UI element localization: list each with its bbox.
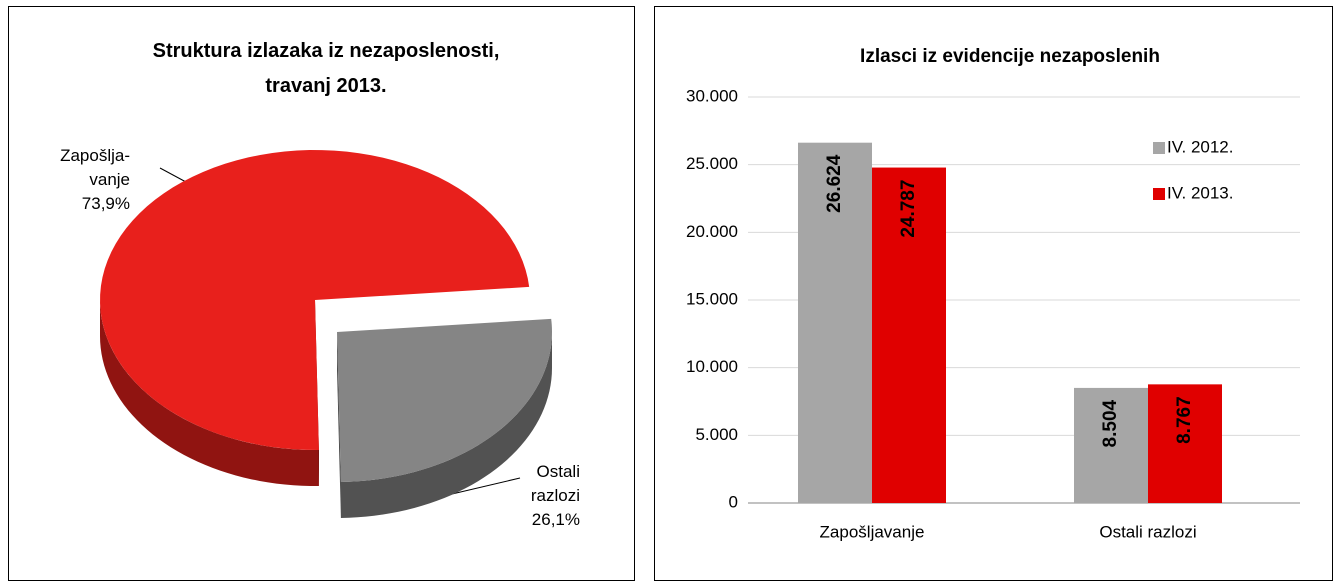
leader-line [451,477,521,495]
pie-slice [100,150,530,450]
y-tick-label: 25.000 [686,154,738,173]
bar-value-label: 8.504 [1100,399,1121,447]
bar-value-label: 8.767 [1174,396,1195,444]
value-label: 73,9% [81,194,130,213]
bar [1148,384,1222,503]
legend-label: IV. 2012. [1167,137,1234,156]
slice-label: Zapošlja- vanje [60,146,130,189]
bar-value-label: 24.787 [898,180,919,238]
slice-side [340,332,552,518]
x-tick-label: Ostali razlozi [1099,522,1196,541]
y-tick-label: 15.000 [686,289,738,308]
y-tick-label: 5.000 [695,425,738,444]
legend-swatch [1153,188,1165,200]
legend-label: IV. 2013. [1167,183,1234,202]
chart-title: Struktura izlazaka iz nezaposlenosti, tr… [152,40,500,97]
pie-slice [337,318,552,482]
legend-swatch [1153,142,1165,154]
bar [1074,387,1148,503]
value-label: 26,1% [531,510,580,529]
y-tick-label: 30.000 [686,86,738,105]
slice-label: Ostali razlozi [530,462,580,505]
y-tick-label: 10.000 [686,357,738,376]
bar-value-label: 26.624 [824,154,845,213]
slice-side [100,300,319,486]
right-panel [654,6,1333,581]
x-tick-label: Zapošljavanje [820,522,925,541]
bar [872,167,946,504]
chart-title: Izlasci iz evidencije nezaposlenih [860,46,1160,67]
bar [798,142,872,503]
y-tick-label: 20.000 [686,222,738,241]
slice-face [337,332,341,518]
y-tick-label: 0 [729,492,738,511]
